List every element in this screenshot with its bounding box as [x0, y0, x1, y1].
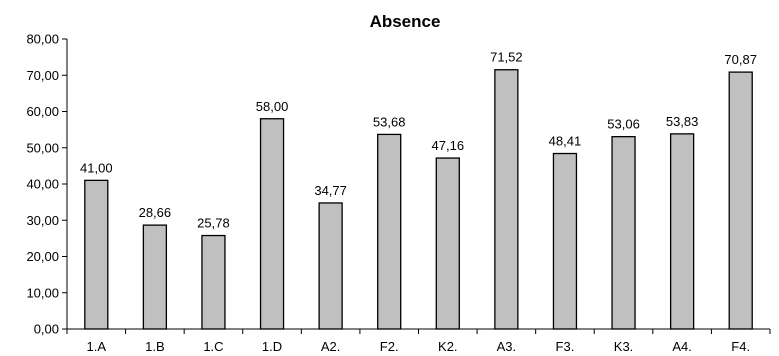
bar [259, 118, 285, 330]
y-tick-label: 70,00 [26, 68, 59, 83]
data-label: 47,16 [432, 138, 465, 153]
x-tick-label: K3. [614, 339, 634, 354]
bars [84, 69, 753, 330]
bar [201, 234, 226, 330]
x-tick-label: F4. [731, 339, 750, 354]
bar [318, 202, 343, 330]
data-label: 41,00 [80, 160, 113, 175]
bar [142, 224, 168, 330]
data-label: 53,68 [373, 114, 406, 129]
y-tick-label: 40,00 [26, 177, 59, 192]
x-tick-label: 1.A [87, 339, 107, 354]
bar [728, 71, 753, 330]
y-tick-label: 60,00 [26, 104, 59, 119]
x-tick-label: A4. [672, 339, 692, 354]
bar [611, 136, 636, 330]
bar [84, 179, 109, 330]
data-label: 53,06 [607, 117, 640, 132]
data-label: 34,77 [314, 183, 347, 198]
data-label: 28,66 [139, 205, 172, 220]
x-tick-label: A2. [321, 339, 341, 354]
y-tick-label: 50,00 [26, 140, 59, 155]
bar [552, 152, 578, 330]
x-tick-label: A3. [497, 339, 517, 354]
bar [494, 69, 519, 330]
y-tick-label: 10,00 [26, 285, 59, 300]
x-tick-label: 1.B [145, 339, 165, 354]
y-tick-label: 30,00 [26, 213, 59, 228]
x-axis: 1.A 1.B 1.C 1.D A2. F2. K2. A3. F3. K3. A4. F4. [66, 328, 771, 354]
bar [669, 133, 695, 330]
chart-title: Absence [370, 12, 441, 31]
data-label: 71,52 [490, 50, 523, 65]
x-tick-label: 1.C [203, 339, 223, 354]
data-label: 25,78 [197, 216, 230, 231]
x-tick-label: 1.D [262, 339, 282, 354]
data-label: 58,00 [256, 99, 289, 114]
data-label: 53,83 [666, 114, 699, 129]
y-tick-label: 80,00 [26, 32, 59, 47]
x-tick-label: F3. [556, 339, 575, 354]
y-tick-label: 0,00 [34, 322, 59, 337]
y-axis: 0,00 10,00 20,00 30,00 40,00 50,00 60,00 70,00 8… [26, 32, 68, 337]
bar [377, 133, 402, 330]
y-tick-label: 20,00 [26, 249, 59, 264]
data-label: 48,41 [549, 134, 582, 149]
x-tick-label: K2. [438, 339, 458, 354]
x-tick-label: F2. [380, 339, 399, 354]
bar [435, 157, 460, 330]
data-labels: 41,00 28,66 25,78 58,00 34,77 53,68 47,16 71,52… [80, 50, 757, 231]
data-label: 70,87 [724, 52, 757, 67]
